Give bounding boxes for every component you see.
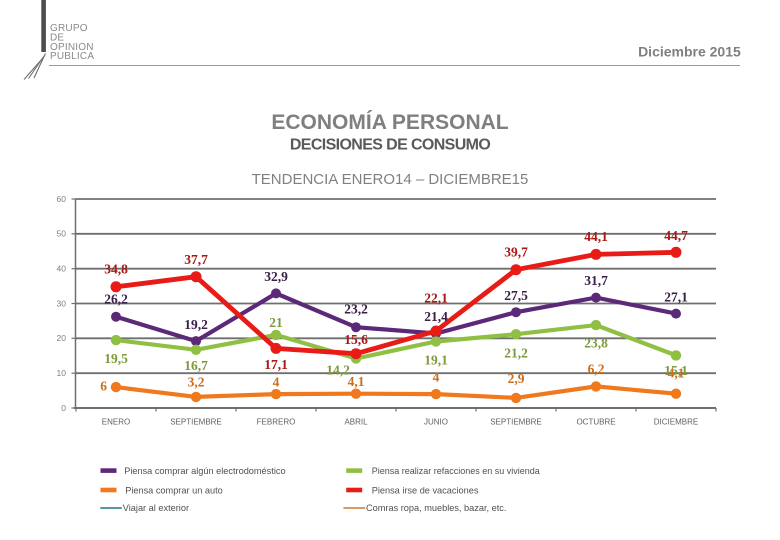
svg-text:4: 4 — [433, 370, 440, 385]
svg-text:Piensa comprar algún electrodo: Piensa comprar algún electrodoméstico — [124, 466, 285, 476]
svg-text:OCTUBRE: OCTUBRE — [576, 418, 615, 427]
svg-text:2,9: 2,9 — [508, 371, 525, 386]
svg-text:6: 6 — [100, 378, 107, 393]
svg-text:SEPTIEMBRE: SEPTIEMBRE — [490, 418, 542, 427]
svg-text:27,1: 27,1 — [664, 289, 688, 304]
svg-text:21,2: 21,2 — [504, 346, 528, 361]
svg-text:37,7: 37,7 — [184, 252, 208, 267]
svg-text:ENERO: ENERO — [102, 418, 130, 427]
svg-text:10: 10 — [57, 368, 67, 378]
svg-text:22,1: 22,1 — [424, 291, 448, 306]
svg-text:23,2: 23,2 — [344, 302, 368, 317]
svg-text:15,1: 15,1 — [664, 363, 688, 378]
svg-text:44,1: 44,1 — [584, 229, 608, 244]
svg-text:15,6: 15,6 — [344, 332, 368, 347]
svg-text:Viajar al exterior: Viajar al exterior — [123, 503, 189, 513]
svg-text:ABRIL: ABRIL — [344, 418, 368, 427]
svg-text:0: 0 — [61, 403, 66, 413]
svg-text:4,1: 4,1 — [348, 374, 365, 389]
svg-text:26,2: 26,2 — [104, 292, 128, 307]
svg-text:21: 21 — [269, 315, 283, 330]
svg-text:DICIEMBRE: DICIEMBRE — [654, 418, 698, 427]
svg-text:4,1: 4,1 — [668, 366, 685, 381]
svg-text:39,7: 39,7 — [504, 245, 528, 260]
svg-text:ECONOMÍA PERSONAL: ECONOMÍA PERSONAL — [271, 111, 508, 134]
svg-text:14,2: 14,2 — [326, 362, 350, 377]
svg-text:PUBLICA: PUBLICA — [50, 51, 94, 62]
svg-text:6,2: 6,2 — [588, 362, 605, 377]
svg-text:3,2: 3,2 — [188, 375, 205, 390]
svg-text:19,2: 19,2 — [184, 317, 208, 332]
svg-text:16,7: 16,7 — [184, 358, 208, 373]
svg-text:32,9: 32,9 — [264, 269, 288, 284]
svg-text:50: 50 — [57, 229, 67, 239]
svg-text:17,1: 17,1 — [264, 357, 288, 372]
svg-text:GRUPO: GRUPO — [50, 23, 88, 34]
svg-text:19,5: 19,5 — [104, 351, 128, 366]
svg-text:4: 4 — [273, 375, 280, 390]
svg-text:30: 30 — [57, 298, 67, 308]
svg-text:40: 40 — [57, 264, 67, 274]
svg-text:34,8: 34,8 — [104, 262, 128, 277]
svg-text:Comras ropa, muebles, bazar, e: Comras ropa, muebles, bazar, etc. — [366, 503, 506, 513]
svg-text:44,7: 44,7 — [664, 228, 688, 243]
svg-text:60: 60 — [57, 194, 67, 204]
svg-text:TENDENCIA ENERO14 – DICIEMBRE1: TENDENCIA ENERO14 – DICIEMBRE15 — [252, 171, 529, 188]
svg-text:OPINION: OPINION — [50, 42, 94, 53]
svg-text:DECISIONES DE CONSUMO: DECISIONES DE CONSUMO — [290, 137, 491, 154]
svg-text:JUNIO: JUNIO — [424, 418, 448, 427]
svg-text:Piensa realizar refacciones en: Piensa realizar refacciones en su vivien… — [372, 466, 540, 476]
svg-text:FEBRERO: FEBRERO — [257, 418, 296, 427]
svg-text:21,4: 21,4 — [424, 309, 448, 324]
svg-text:DE: DE — [50, 32, 64, 43]
svg-text:23,8: 23,8 — [584, 335, 608, 350]
svg-text:Piensa comprar un auto: Piensa comprar un auto — [125, 486, 223, 496]
svg-text:31,7: 31,7 — [584, 273, 608, 288]
svg-text:27,5: 27,5 — [504, 288, 528, 303]
svg-text:20: 20 — [57, 333, 67, 343]
svg-text:19,1: 19,1 — [424, 353, 448, 368]
svg-text:Diciembre 2015: Diciembre 2015 — [638, 44, 741, 60]
svg-text:SEPTIEMBRE: SEPTIEMBRE — [170, 418, 222, 427]
svg-text:Piensa irse de vacaciones: Piensa irse de vacaciones — [372, 486, 479, 496]
